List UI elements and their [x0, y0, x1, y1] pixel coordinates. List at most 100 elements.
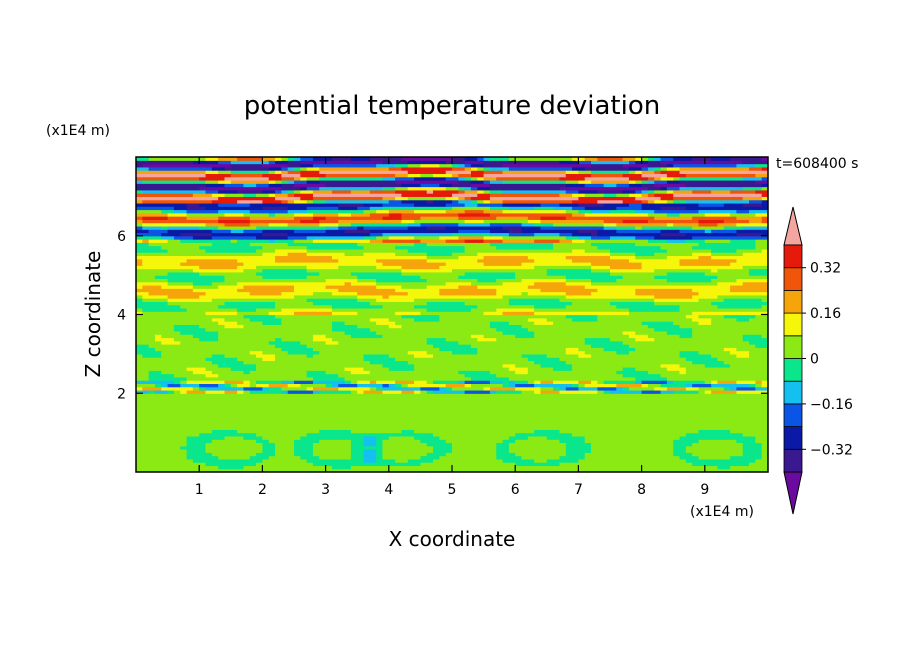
heatmap-cell: [199, 386, 207, 391]
heatmap-cell: [256, 235, 289, 240]
heatmap-cell: [306, 248, 409, 253]
heatmap-cell: [565, 281, 592, 286]
heatmap-cell: [287, 209, 308, 214]
heatmap-cell: [243, 212, 270, 217]
heatmap-cell: [572, 367, 624, 371]
heatmap-cell: [761, 442, 768, 447]
heatmap-cell: [458, 340, 586, 345]
heatmap-cell: [628, 160, 636, 165]
heatmap-cell: [136, 248, 169, 253]
heatmap-cell: [470, 179, 485, 184]
heatmap-cell: [521, 291, 529, 296]
heatmap-cell: [502, 239, 535, 243]
heatmap-cell: [679, 212, 706, 217]
heatmap-cell: [755, 314, 768, 319]
heatmap-cell: [262, 386, 270, 391]
heatmap-cell: [224, 176, 270, 181]
heatmap-cell: [300, 157, 314, 161]
heatmap-cell: [312, 301, 371, 306]
heatmap-cell: [363, 235, 377, 240]
heatmap-cell: [502, 163, 592, 168]
heatmap-cell: [281, 337, 314, 342]
heatmap-cell: [148, 229, 169, 234]
heatmap-cell: [515, 275, 567, 280]
heatmap-cell: [275, 337, 282, 342]
heatmap-cell: [218, 465, 245, 470]
heatmap-cell: [142, 262, 181, 266]
heatmap-cell: [628, 202, 643, 207]
heatmap-cell: [136, 199, 143, 204]
heatmap-cell: [502, 311, 535, 316]
heatmap-cell: [395, 189, 428, 194]
heatmap-cell: [578, 235, 592, 240]
heatmap-cell: [622, 386, 630, 391]
heatmap-cell: [527, 317, 548, 322]
heatmap-cell: [136, 376, 150, 381]
heatmap-cell: [458, 186, 466, 191]
heatmap-cell: [136, 265, 200, 270]
heatmap-cell: [666, 376, 768, 381]
heatmap-cell: [483, 176, 497, 181]
heatmap-cell: [262, 157, 276, 161]
heatmap-cell: [553, 380, 579, 385]
heatmap-cell: [496, 373, 624, 378]
heatmap-cell: [262, 321, 282, 325]
heatmap-cell: [395, 252, 428, 257]
heatmap-cell: [243, 360, 371, 365]
heatmap-cell: [205, 206, 263, 211]
heatmap-cell: [294, 311, 333, 316]
heatmap-cell: [294, 189, 301, 194]
heatmap-cell: [211, 298, 308, 302]
heatmap-cell: [237, 239, 270, 243]
heatmap-cell: [142, 225, 162, 230]
heatmap-cell: [635, 347, 725, 352]
heatmap-cell: [464, 383, 472, 388]
heatmap-cell: [698, 389, 706, 394]
heatmap-cell: [445, 439, 504, 444]
heatmap-cell: [344, 229, 371, 234]
heatmap-cell: [205, 183, 226, 188]
heatmap-cell: [420, 173, 434, 178]
heatmap-cell: [622, 189, 636, 194]
heatmap-cell: [350, 222, 409, 227]
heatmap-cell: [363, 442, 377, 447]
heatmap-cell: [325, 173, 396, 178]
heatmap-cell: [136, 173, 207, 178]
heatmap-cell: [483, 239, 504, 243]
heatmap-cell: [559, 357, 687, 362]
heatmap-cell: [458, 199, 472, 204]
heatmap-cell: [489, 183, 567, 188]
heatmap-cell: [553, 245, 598, 250]
heatmap-cell: [199, 225, 219, 230]
heatmap-cell: [224, 212, 245, 217]
heatmap-cell: [192, 268, 245, 273]
heatmap-cell: [565, 275, 624, 280]
heatmap-cell: [401, 183, 421, 188]
heatmap-cell: [331, 383, 339, 388]
heatmap-cell: [136, 350, 162, 355]
heatmap-cell: [521, 229, 579, 234]
heatmap-cell: [136, 327, 175, 332]
heatmap-cell: [199, 186, 282, 191]
heatmap-cell: [692, 288, 731, 293]
heatmap-cell: [534, 383, 573, 388]
heatmap-cell: [711, 380, 719, 385]
heatmap-cell: [439, 288, 497, 293]
heatmap-cell: [287, 189, 295, 194]
heatmap-cell: [268, 222, 289, 227]
heatmap-cell: [464, 176, 472, 181]
heatmap-cell: [312, 334, 327, 339]
heatmap-cell: [666, 179, 681, 184]
heatmap-cell: [540, 386, 554, 391]
heatmap-cell: [205, 445, 263, 450]
heatmap-cell: [363, 353, 390, 358]
heatmap-cell: [382, 304, 415, 309]
heatmap-cell: [256, 452, 276, 457]
heatmap-cell: [723, 219, 750, 224]
heatmap-cell: [275, 449, 295, 453]
heatmap-cell: [704, 229, 712, 234]
heatmap-cell: [357, 383, 384, 388]
heatmap-cell: [136, 166, 150, 171]
heatmap-cell: [363, 389, 384, 394]
heatmap-cell: [224, 389, 238, 394]
